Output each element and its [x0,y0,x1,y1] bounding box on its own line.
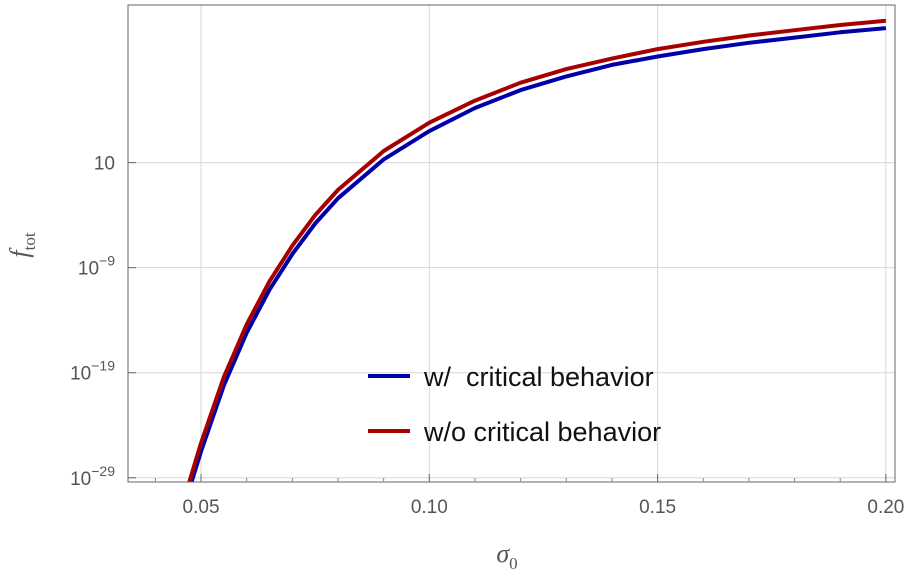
y-tick-label: 10 [94,154,115,175]
x-axis-label: σ0 [496,539,517,573]
y-tick-labels: 10 10−9 10−19 10−29 [70,154,115,490]
y-axis-label: ftot [5,232,39,257]
legend: w/ critical behavior w/o critical behavi… [368,362,661,447]
legend-label-wo-critical: w/o critical behavior [423,417,661,447]
x-tick-label: 0.10 [411,497,448,518]
series-line-0 [189,26,887,482]
y-tick-label: 10−19 [70,358,115,385]
y-tick-label: 10−9 [78,253,115,280]
series-layer [187,18,887,482]
x-tick-label: 0.05 [183,497,220,518]
x-tick-label: 0.20 [867,497,904,518]
plot-frame [127,4,896,483]
x-tick-label: 0.15 [639,497,676,518]
y-tick-label: 10−29 [70,463,115,490]
series-line-1 [187,18,887,482]
tick-marks [128,162,887,482]
legend-label-w-critical: w/ critical behavior [423,362,654,392]
grid [128,5,895,482]
x-tick-labels: 0.05 0.10 0.15 0.20 [183,497,905,518]
